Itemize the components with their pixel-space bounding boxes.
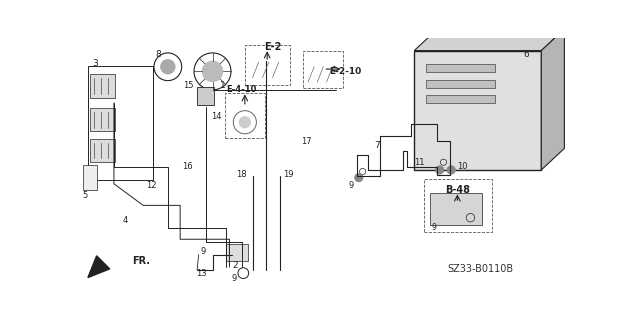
Bar bbox=[426, 80, 495, 87]
Text: 9: 9 bbox=[431, 223, 436, 232]
Text: E-2-10: E-2-10 bbox=[329, 67, 361, 76]
Text: 10: 10 bbox=[458, 162, 468, 171]
Bar bbox=[414, 51, 541, 170]
Text: 9: 9 bbox=[200, 247, 206, 256]
Text: E-4-10: E-4-10 bbox=[227, 85, 257, 94]
Bar bbox=[426, 64, 495, 72]
Bar bbox=[426, 95, 495, 103]
Bar bbox=[90, 108, 115, 131]
Bar bbox=[197, 87, 214, 105]
Bar bbox=[424, 179, 492, 232]
Text: 6: 6 bbox=[524, 50, 529, 59]
Polygon shape bbox=[541, 29, 564, 170]
Text: 18: 18 bbox=[237, 170, 247, 179]
Text: 14: 14 bbox=[211, 112, 221, 121]
Text: 13: 13 bbox=[196, 269, 206, 278]
Text: 15: 15 bbox=[184, 81, 194, 90]
Text: 16: 16 bbox=[182, 162, 193, 171]
Text: SZ33-B0110B: SZ33-B0110B bbox=[447, 263, 513, 273]
Circle shape bbox=[355, 174, 363, 182]
Bar bbox=[429, 193, 482, 226]
Bar bbox=[227, 244, 248, 261]
Text: E-2: E-2 bbox=[264, 42, 281, 52]
Text: 7: 7 bbox=[374, 141, 380, 150]
Circle shape bbox=[202, 61, 223, 82]
Text: 19: 19 bbox=[284, 170, 294, 179]
Bar bbox=[303, 51, 344, 87]
Polygon shape bbox=[414, 29, 564, 51]
Text: 3: 3 bbox=[93, 59, 99, 68]
Text: 9: 9 bbox=[348, 181, 354, 190]
Circle shape bbox=[160, 59, 175, 74]
Text: 2: 2 bbox=[233, 261, 239, 270]
Text: 12: 12 bbox=[146, 181, 156, 190]
Text: B-48: B-48 bbox=[445, 185, 470, 195]
Circle shape bbox=[447, 166, 456, 174]
Bar bbox=[83, 165, 97, 190]
Text: 5: 5 bbox=[83, 191, 88, 200]
Text: 11: 11 bbox=[413, 158, 424, 167]
Text: 1: 1 bbox=[220, 81, 226, 90]
Text: 9: 9 bbox=[232, 274, 237, 283]
Bar bbox=[225, 93, 265, 137]
Text: 17: 17 bbox=[301, 137, 312, 146]
Polygon shape bbox=[88, 256, 109, 278]
Text: 8: 8 bbox=[156, 50, 161, 59]
Text: FR.: FR. bbox=[132, 256, 150, 266]
Circle shape bbox=[239, 116, 251, 128]
Bar bbox=[245, 45, 289, 85]
Bar bbox=[90, 139, 115, 162]
Text: 4: 4 bbox=[123, 216, 128, 225]
Bar bbox=[88, 66, 153, 180]
Circle shape bbox=[435, 166, 444, 174]
Bar bbox=[90, 74, 115, 98]
